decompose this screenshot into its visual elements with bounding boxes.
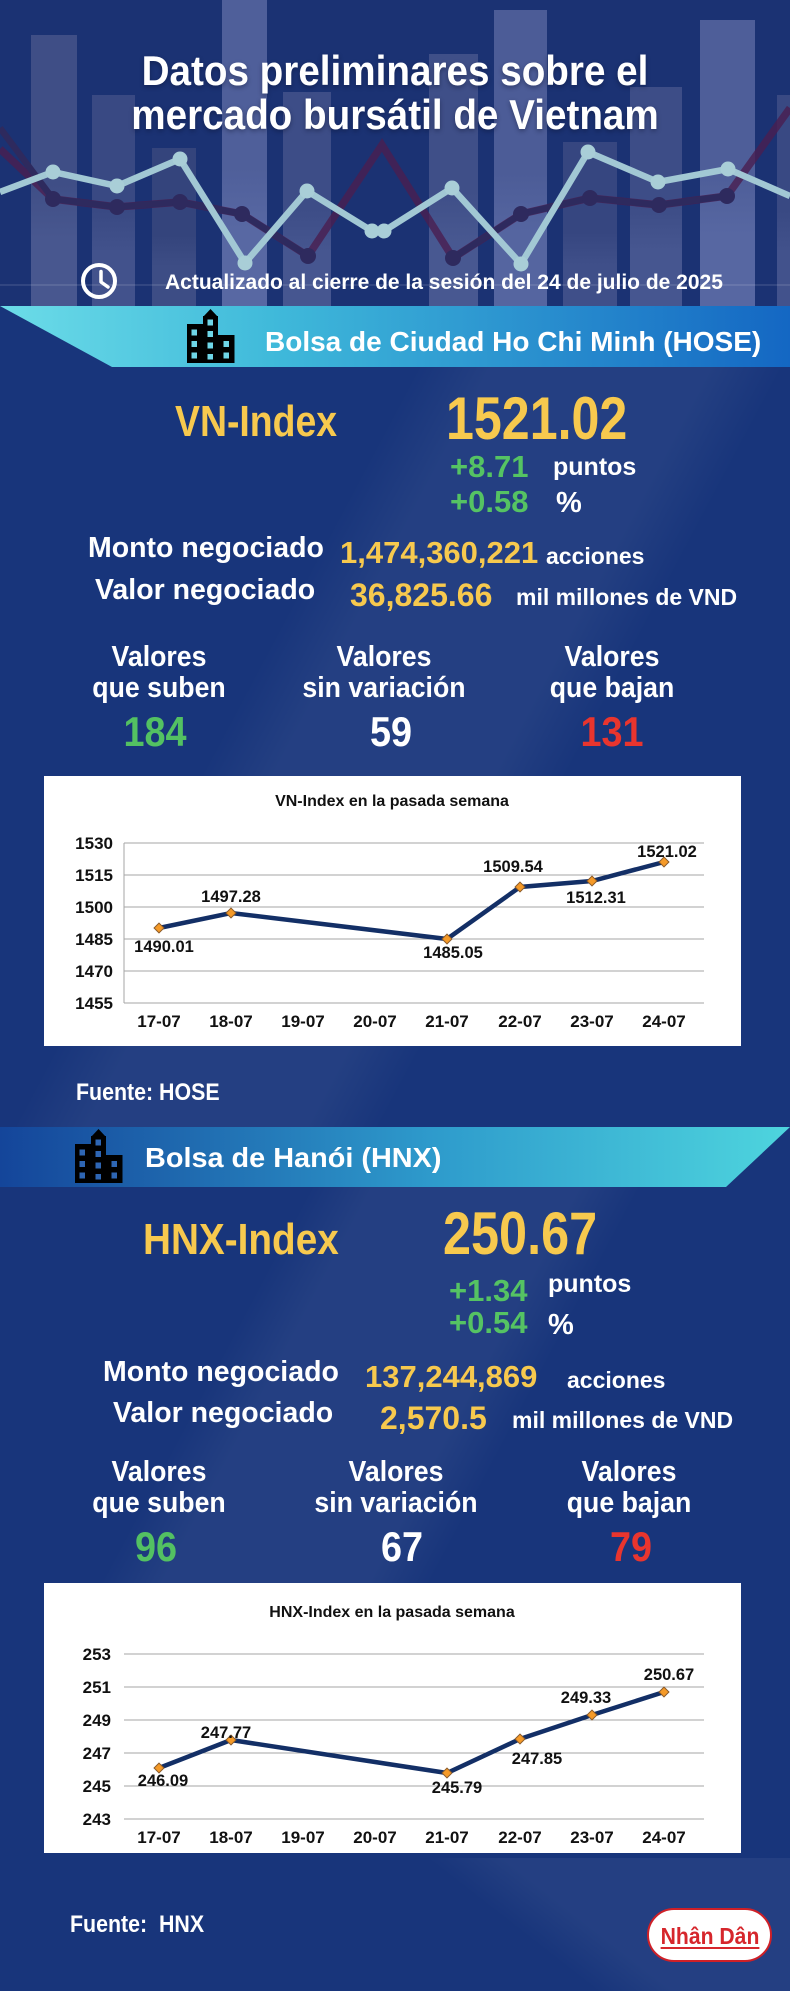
svg-text:249.33: 249.33 [561,1689,611,1707]
svg-text:247.85: 247.85 [512,1750,562,1768]
svg-text:1485: 1485 [75,930,113,949]
svg-text:22-07: 22-07 [498,1828,541,1847]
svg-text:1490.01: 1490.01 [134,938,194,956]
svg-text:1500: 1500 [75,898,113,917]
svg-text:247: 247 [83,1744,111,1763]
svg-text:1530: 1530 [75,834,113,853]
svg-text:1515: 1515 [75,866,113,885]
svg-text:243: 243 [83,1810,111,1829]
svg-text:20-07: 20-07 [353,1828,396,1847]
svg-text:18-07: 18-07 [209,1828,252,1847]
svg-text:VN-Index en la pasada semana: VN-Index en la pasada semana [275,793,509,810]
svg-text:21-07: 21-07 [425,1012,468,1031]
svg-text:245.79: 245.79 [432,1779,482,1797]
svg-text:1485.05: 1485.05 [423,944,483,962]
svg-text:1521.02: 1521.02 [637,843,697,861]
svg-text:24-07: 24-07 [642,1828,685,1847]
svg-text:23-07: 23-07 [570,1012,613,1031]
svg-text:247.77: 247.77 [201,1724,251,1742]
svg-text:19-07: 19-07 [281,1012,324,1031]
svg-text:251: 251 [83,1678,111,1697]
svg-text:1509.54: 1509.54 [483,858,543,876]
svg-text:1497.28: 1497.28 [201,888,261,906]
svg-text:246.09: 246.09 [138,1772,188,1790]
svg-text:17-07: 17-07 [137,1012,180,1031]
svg-text:245: 245 [83,1777,111,1796]
svg-text:19-07: 19-07 [281,1828,324,1847]
svg-text:22-07: 22-07 [498,1012,541,1031]
svg-text:HNX-Index en la pasada semana: HNX-Index en la pasada semana [269,1604,515,1621]
svg-text:21-07: 21-07 [425,1828,468,1847]
svg-text:24-07: 24-07 [642,1012,685,1031]
svg-text:249: 249 [83,1711,111,1730]
svg-text:23-07: 23-07 [570,1828,613,1847]
svg-text:250.67: 250.67 [644,1666,694,1684]
svg-text:20-07: 20-07 [353,1012,396,1031]
svg-text:17-07: 17-07 [137,1828,180,1847]
svg-text:1455: 1455 [75,994,113,1013]
svg-text:1470: 1470 [75,962,113,981]
svg-text:18-07: 18-07 [209,1012,252,1031]
svg-text:253: 253 [83,1645,111,1664]
svg-text:1512.31: 1512.31 [566,889,626,907]
